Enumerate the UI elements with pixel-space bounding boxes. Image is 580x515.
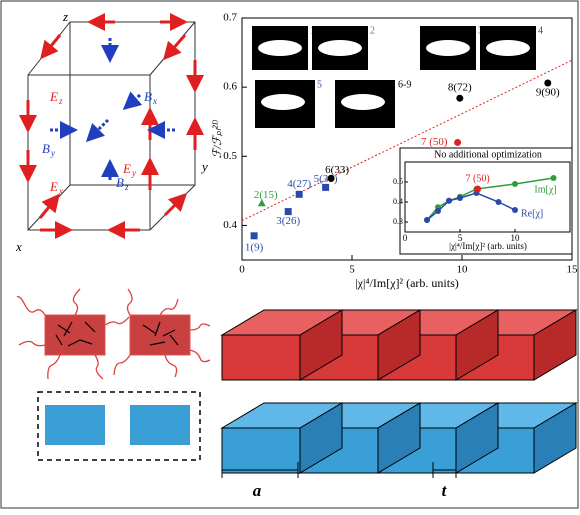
emitters — [16, 288, 211, 461]
label: B — [116, 175, 124, 190]
y-tick-label: 0.4 — [223, 219, 237, 231]
x-axis-label: |χ|⁴/Im[χ]² (arb. units) — [355, 276, 459, 290]
inset-point — [435, 208, 441, 214]
x-tick-label: 15 — [567, 264, 579, 276]
label: B — [42, 141, 50, 156]
thumbnail-label: 2 — [370, 25, 375, 36]
inset-y-tick-label: 0.5 — [393, 177, 403, 186]
thumbnail-mode — [341, 94, 385, 110]
inset-marker-label: 7 (50) — [466, 173, 490, 184]
inset-point — [512, 207, 518, 213]
inset-marker — [474, 185, 482, 193]
label: B — [144, 89, 152, 104]
inset-x-tick-label: 5 — [458, 233, 463, 243]
point — [454, 138, 462, 146]
inset-point — [495, 199, 502, 205]
label: E — [122, 161, 131, 176]
thumbnail-mode — [426, 40, 470, 56]
thumbnail-mode — [318, 40, 362, 56]
inset-x-tick-label: 0 — [403, 233, 408, 243]
x-tick-label: 0 — [239, 264, 245, 276]
y-tick-label: 0.5 — [223, 150, 237, 162]
label: E — [49, 179, 58, 194]
x-tick-label: 10 — [457, 264, 469, 276]
inset-point — [550, 175, 557, 181]
axis-y: y — [200, 159, 208, 174]
point — [257, 199, 266, 207]
inset-point — [457, 195, 463, 201]
label: x — [152, 96, 157, 106]
point — [284, 208, 292, 216]
point-label: 2(15) — [254, 189, 278, 201]
dimensions — [221, 462, 457, 478]
point — [544, 79, 552, 87]
inset-x-label: |χ|⁴/Im[χ]² (arb. units) — [449, 241, 527, 251]
point — [295, 190, 303, 198]
dim-t: t — [442, 481, 448, 500]
label: z — [58, 96, 63, 106]
point-label: 1(9) — [245, 241, 264, 253]
thumbnail-label: 6-9 — [398, 79, 411, 90]
y-axis-label: ℱ/ℱₚₗ²ᴰ — [210, 119, 224, 158]
label: x — [58, 186, 63, 196]
plot-area — [241, 17, 573, 261]
bar-front — [221, 427, 301, 474]
waveguide-arrays — [220, 309, 578, 474]
legend-label: Re[χ] — [521, 208, 543, 219]
axis-z: z — [62, 9, 68, 24]
thumbnail-label: 5 — [317, 79, 322, 90]
thumbnail-mode — [486, 40, 530, 56]
point-label: 6(33) — [325, 164, 349, 176]
point — [327, 174, 335, 182]
y-tick-label: 0.6 — [223, 81, 237, 93]
cube — [19, 13, 204, 239]
label: E — [49, 89, 58, 104]
point — [456, 94, 464, 102]
inset-y-tick-label: 0.3 — [393, 217, 403, 226]
point-label: 4(27) — [287, 178, 311, 190]
thumbnail-mode — [261, 94, 305, 110]
inset-title: No additional optimization — [434, 149, 542, 160]
bar-front — [221, 334, 301, 381]
inset-frame — [399, 147, 573, 255]
point — [322, 183, 330, 191]
point-label: 7 (50) — [421, 136, 448, 148]
label: z — [124, 182, 129, 192]
point — [250, 232, 258, 240]
thumbnail-label: 4 — [538, 25, 543, 36]
x-tick-label: 5 — [349, 264, 355, 276]
inset-plot — [404, 161, 571, 233]
point-label: 3(26) — [276, 215, 300, 227]
inset-point — [424, 217, 430, 223]
y-tick-label: 0.7 — [223, 12, 237, 24]
legend-label: Im[χ] — [534, 184, 556, 195]
axis-x: x — [15, 239, 22, 254]
point-label: 8(72) — [448, 82, 472, 94]
thumbnail-mode — [258, 40, 302, 56]
inset-x-tick-label: 10 — [511, 233, 521, 243]
label: y — [50, 148, 55, 158]
inset-point — [512, 181, 518, 187]
dim-a: a — [253, 481, 262, 500]
inset-point — [446, 197, 452, 204]
label: y — [131, 168, 136, 178]
point-label: 9(90) — [536, 87, 560, 99]
inset-y-tick-label: 0.4 — [393, 197, 403, 206]
scatter-chart: 0 5 10 15 0.4 0.5 0.6 0.7 |χ|⁴/Im[χ]² (arb. unit… — [210, 12, 578, 290]
